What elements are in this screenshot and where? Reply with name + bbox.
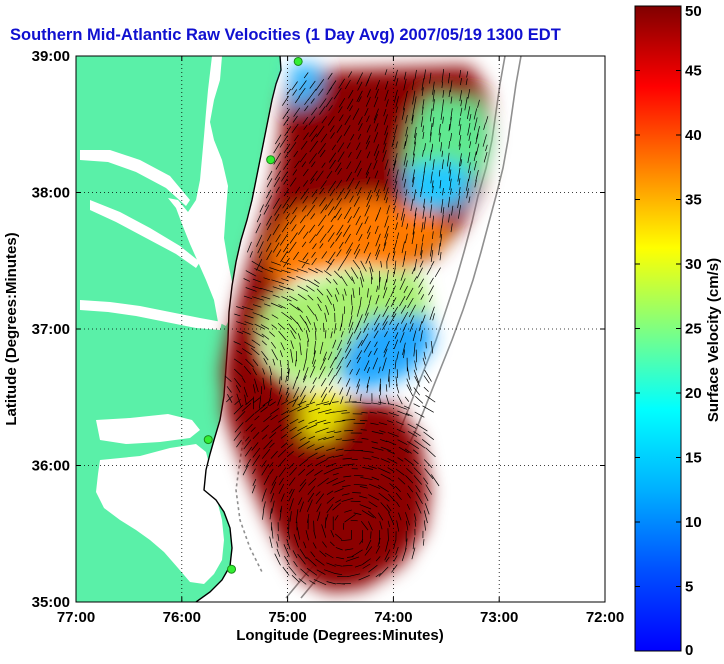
codar-station-marker (293, 56, 303, 66)
plot-area (75, 55, 606, 603)
x-tick-label: 77:00 (57, 609, 95, 626)
albemarle-sound (96, 414, 200, 444)
colorbar-tick-label: 15 (685, 450, 702, 467)
velocity-vectors (224, 69, 489, 586)
codar-stations (203, 56, 303, 574)
chart-title: Southern Mid-Atlantic Raw Velocities (1 … (10, 26, 561, 44)
colorbar: 0 5 10 15 20 25 30 35 40 45 50 Surface Velocity (c… (634, 3, 722, 659)
pamlico-sound (96, 444, 224, 584)
x-axis: 77:00 76:00 75:00 74:00 73:00 72:00 (57, 56, 624, 626)
y-tick-label: 38:00 (32, 185, 70, 202)
codar-station-marker (203, 435, 213, 445)
y-axis: 39:00 38:00 37:00 36:00 35:00 (32, 48, 605, 611)
x-tick-label: 76:00 (163, 609, 201, 626)
codar-station-marker (227, 564, 237, 574)
x-tick-label: 74:00 (374, 609, 412, 626)
speed-region-bay-mouth (290, 64, 322, 108)
colorbar-tick-label: 0 (685, 642, 693, 659)
colorbar-ticks: 0 5 10 15 20 25 30 35 40 45 50 (635, 3, 702, 659)
x-tick-label: 75:00 (268, 609, 306, 626)
speed-region-eddy (404, 160, 472, 212)
x-tick-label: 72:00 (586, 609, 624, 626)
river-james (80, 300, 222, 330)
y-tick-label: 37:00 (32, 321, 70, 338)
colorbar-tick-label: 10 (685, 514, 702, 531)
colorbar-label: Surface Velocity (cm/s) (705, 258, 722, 422)
colorbar-tick-label: 5 (685, 579, 693, 596)
codar-station-marker (266, 155, 276, 165)
colorbar-tick-label: 50 (685, 3, 702, 20)
x-tick-label: 73:00 (480, 609, 518, 626)
chesapeake-bay (168, 56, 234, 326)
y-tick-label: 39:00 (32, 48, 70, 65)
colorbar-tick-label: 35 (685, 192, 702, 209)
speed-region-south (224, 362, 430, 592)
y-axis-label: Latitude (Degrees:Minutes) (3, 232, 20, 425)
y-tick-label: 35:00 (32, 594, 70, 611)
river-rappahannock (90, 200, 200, 268)
speed-region-low-core (340, 314, 434, 390)
speed-region-south-yellow (300, 390, 350, 440)
colorbar-tick-label: 25 (685, 321, 702, 338)
velocity-vector-field (224, 69, 489, 586)
y-tick-label: 36:00 (32, 458, 70, 475)
x-axis-label: Longitude (Degrees:Minutes) (236, 627, 444, 644)
grid (76, 56, 605, 602)
river-potomac (80, 150, 190, 206)
colorbar-ramp (635, 6, 681, 651)
colorbar-tick-label: 20 (685, 385, 702, 402)
colorbar-tick-label: 45 (685, 63, 702, 80)
colorbar-tick-label: 30 (685, 256, 702, 273)
colorbar-tick-label: 40 (685, 127, 702, 144)
